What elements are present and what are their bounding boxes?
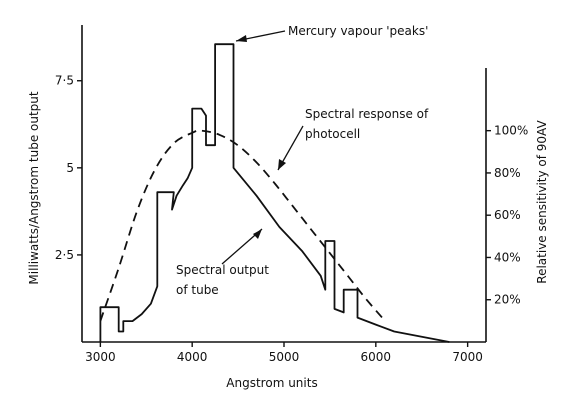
annotation-mercury-peaks-arrowhead (236, 35, 247, 42)
axes (81, 25, 487, 343)
annotation-spectral-response-line1: Spectral response of (305, 107, 429, 121)
annotation-spectral-output: Spectral output of tube (176, 228, 269, 297)
left-y-tick-label: 7·5 (55, 74, 74, 88)
x-tick-label: 3000 (85, 350, 116, 364)
annotation-spectral-output-line1: Spectral output (176, 263, 269, 277)
annotation-mercury-peaks: Mercury vapour 'peaks' (235, 24, 428, 42)
annotation-spectral-response: Spectral response of photocell (277, 107, 429, 171)
left-y-tick-label: 2·5 (55, 248, 74, 262)
tube-output-series (99, 43, 450, 343)
right-y-tick-label: 60% (494, 208, 521, 222)
annotation-spectral-response-line2: photocell (305, 127, 360, 141)
right-y-tick-label: 20% (494, 293, 521, 307)
x-tick-label: 7000 (452, 350, 483, 364)
x-tick-label: 4000 (177, 350, 208, 364)
right-y-tick-label: 100% (494, 124, 528, 138)
right-y-tick-label: 40% (494, 250, 521, 264)
x-axis-title: Angstrom units (226, 376, 317, 390)
right-axis-title: Relative sensitivity of 90AV (535, 119, 549, 283)
annotation-spectral-output-arrowhead (253, 229, 262, 239)
ticks: 3000 4000 5000 6000 7000 2·5 5 7·5 20% 40% 60% 80% 1… (55, 74, 528, 364)
photocell-response-series (99, 129, 386, 322)
annotation-spectral-output-line2: of tube (176, 283, 219, 297)
annotation-spectral-response-arrowhead (278, 159, 286, 170)
right-y-tick-label: 80% (494, 166, 521, 180)
x-tick-label: 5000 (269, 350, 300, 364)
annotation-mercury-peaks-text: Mercury vapour 'peaks' (288, 24, 428, 38)
series (99, 43, 450, 343)
x-tick-label: 6000 (361, 350, 392, 364)
left-axis-title: Milliwatts/Angstrom tube output (27, 91, 41, 284)
left-y-tick-label: 5 (66, 161, 74, 175)
